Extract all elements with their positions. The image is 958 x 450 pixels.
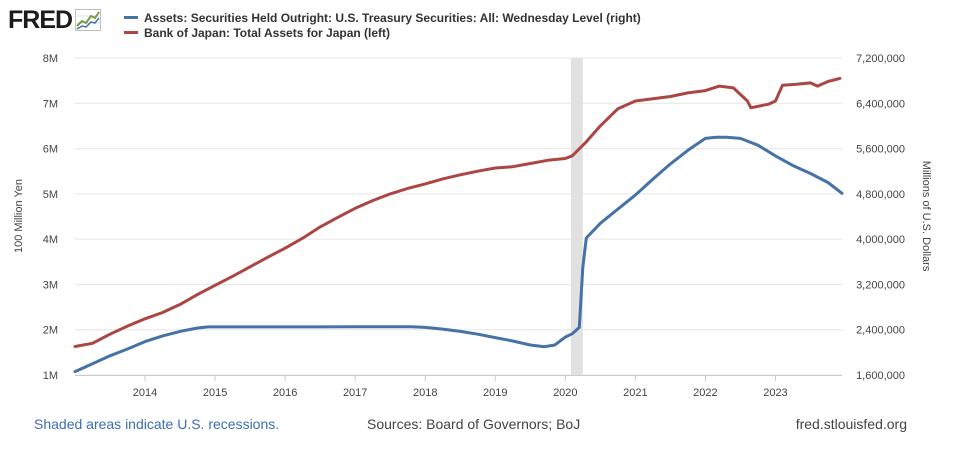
x-axis-tick-label: 2021: [623, 387, 647, 399]
left-axis-tick-label: 4M: [43, 234, 58, 246]
left-axis-tick-label: 8M: [43, 53, 58, 65]
x-axis-tick-label: 2016: [273, 387, 297, 399]
series-line-treasury-securities[interactable]: [73, 135, 844, 374]
recession-note-link[interactable]: Shaded areas indicate U.S. recessions.: [34, 416, 280, 432]
chart-legend: Assets: Securities Held Outright: U.S. T…: [124, 10, 641, 40]
fred-chart-icon: [75, 9, 102, 31]
right-axis-tick-label: 5,600,000: [856, 144, 905, 156]
x-axis-tick-label: 2019: [483, 387, 507, 399]
legend-label-boj: Bank of Japan: Total Assets for Japan (l…: [144, 25, 391, 40]
left-axis-tick-label: 6M: [43, 144, 58, 156]
line-chart: 2014 2015 2016 2017 2018 2019 2020 2021 2022 2023…: [13, 53, 932, 399]
x-axis-tick-label: 2018: [413, 387, 437, 399]
right-axis-tick-label: 4,800,000: [856, 189, 905, 201]
right-axis-tick-label: 4,000,000: [856, 234, 905, 246]
x-axis-tick-label: 2017: [343, 387, 367, 399]
x-axis-tick-label: 2023: [763, 387, 787, 399]
left-axis-title: 100 Million Yen: [13, 179, 25, 253]
right-axis-tick-label: 6,400,000: [856, 98, 905, 110]
right-axis-tick-label: 1,600,000: [856, 370, 905, 382]
legend-item-boj[interactable]: Bank of Japan: Total Assets for Japan (l…: [124, 25, 641, 40]
legend-swatch-boj: [124, 31, 138, 34]
left-axis-tick-labels: 1M 2M 3M 4M 5M 6M 7M 8M: [43, 53, 58, 382]
right-axis-title: Millions of U.S. Dollars: [920, 161, 932, 272]
x-axis-ticks: 2014 2015 2016 2017 2018 2019 2020 2021 2022 2023: [75, 375, 842, 399]
series-lines: [73, 76, 844, 374]
left-axis-tick-label: 3M: [43, 279, 58, 291]
right-axis-tick-label: 7,200,000: [856, 53, 905, 65]
left-axis-tick-label: 2M: [43, 325, 58, 337]
left-axis-tick-label: 5M: [43, 189, 58, 201]
legend-label-treasury: Assets: Securities Held Outright: U.S. T…: [144, 10, 641, 25]
left-axis-tick-label: 1M: [43, 370, 58, 382]
right-axis-tick-labels: 1,600,000 2,400,000 3,200,000 4,000,000 4,80…: [856, 53, 905, 382]
x-axis-tick-label: 2015: [203, 387, 227, 399]
site-credit[interactable]: fred.stlouisfed.org: [795, 416, 907, 432]
fred-logo-text: FRED: [8, 5, 73, 34]
fred-logo[interactable]: FRED: [8, 5, 102, 34]
legend-swatch-treasury: [124, 16, 138, 19]
recession-shading-group: [570, 58, 583, 375]
right-axis-tick-label: 3,200,000: [856, 279, 905, 291]
x-axis-tick-label: 2014: [133, 387, 157, 399]
right-axis-tick-label: 2,400,000: [856, 325, 905, 337]
left-axis-tick-label: 7M: [43, 98, 58, 110]
series-line-boj-total-assets[interactable]: [73, 76, 842, 348]
sources-text: Sources: Board of Governors; BoJ: [367, 416, 581, 432]
gridlines: [75, 57, 842, 376]
legend-item-treasury[interactable]: Assets: Securities Held Outright: U.S. T…: [124, 10, 641, 25]
x-axis-tick-label: 2020: [553, 387, 577, 399]
x-axis-tick-label: 2022: [693, 387, 717, 399]
recession-shading: [570, 58, 583, 375]
